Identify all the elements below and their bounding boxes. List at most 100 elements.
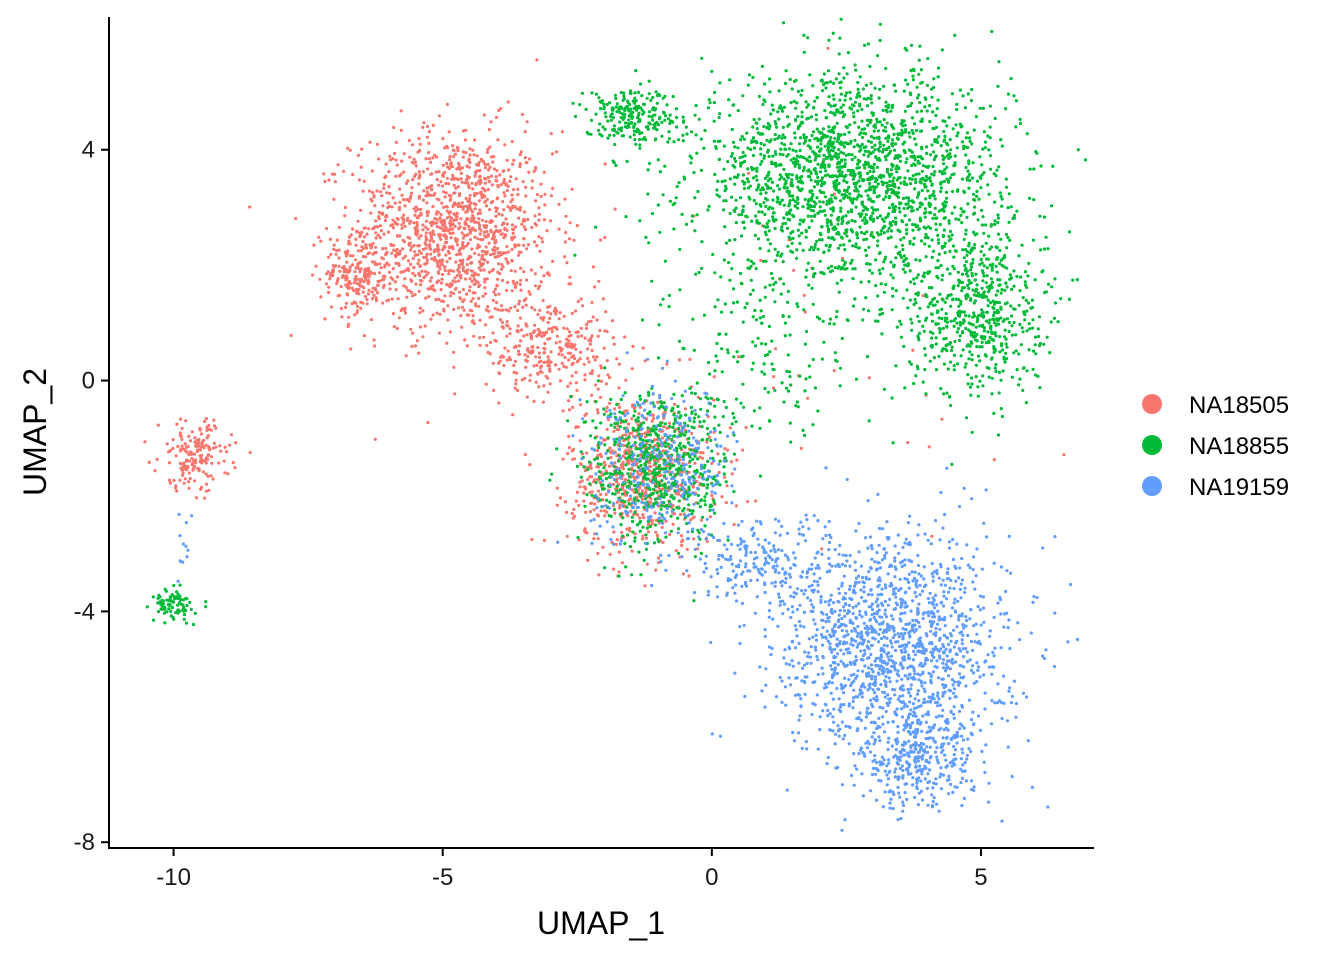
data-point (409, 327, 413, 331)
data-point (925, 83, 930, 87)
data-point (670, 461, 674, 465)
data-point (523, 453, 527, 457)
data-point (424, 243, 428, 247)
data-point (357, 178, 361, 182)
data-point (517, 344, 522, 348)
data-point (542, 315, 546, 320)
data-point (197, 469, 201, 473)
data-point (870, 234, 874, 238)
data-point (491, 298, 495, 303)
data-point (981, 384, 985, 388)
data-point (629, 467, 634, 472)
data-point (425, 261, 429, 265)
data-point (425, 237, 429, 241)
data-point (862, 127, 867, 131)
data-point (726, 448, 730, 452)
data-point (793, 136, 797, 140)
data-point (203, 419, 207, 424)
data-point (754, 202, 758, 206)
data-point (827, 266, 831, 270)
data-point (525, 333, 529, 337)
data-point (519, 328, 524, 332)
data-point (604, 409, 608, 413)
data-point (628, 526, 632, 530)
data-point (912, 282, 917, 286)
data-point (754, 121, 758, 125)
data-point (325, 272, 329, 276)
data-point (443, 268, 447, 273)
data-point (804, 100, 808, 104)
data-point (750, 219, 754, 223)
data-point (722, 167, 726, 171)
data-point (806, 116, 811, 120)
data-point (987, 192, 991, 196)
data-point (757, 221, 762, 225)
data-point (968, 172, 972, 176)
data-point (930, 534, 934, 538)
data-point (967, 286, 971, 290)
data-point (1051, 164, 1055, 168)
data-point (920, 156, 924, 160)
data-point (947, 234, 951, 239)
data-point (825, 220, 830, 225)
data-point (592, 508, 596, 512)
data-point (445, 341, 449, 345)
data-point (330, 269, 335, 273)
data-point (560, 353, 564, 357)
data-point (465, 177, 469, 181)
data-point (332, 247, 336, 251)
data-point (953, 339, 957, 344)
data-point (537, 351, 542, 355)
data-point (403, 311, 408, 315)
data-point (470, 247, 474, 251)
data-point (857, 179, 861, 183)
data-point (511, 188, 516, 192)
data-point (353, 313, 357, 317)
data-point (916, 314, 920, 318)
data-point (374, 219, 378, 223)
data-point (840, 266, 844, 270)
data-point (477, 304, 481, 308)
data-point (823, 109, 827, 113)
data-point (782, 167, 786, 171)
data-point (479, 268, 483, 272)
data-point (374, 296, 378, 300)
data-point (808, 159, 812, 164)
data-point (863, 248, 868, 252)
data-point (916, 224, 920, 228)
data-point (950, 92, 955, 96)
data-point (435, 259, 439, 263)
data-point (741, 448, 745, 452)
data-point (999, 291, 1003, 295)
data-point (547, 358, 551, 362)
data-point (824, 243, 828, 247)
data-point (755, 166, 759, 170)
data-point (716, 179, 720, 183)
data-point (801, 248, 805, 252)
data-point (880, 332, 884, 336)
data-point (776, 136, 780, 140)
data-point (466, 199, 470, 203)
data-point (959, 354, 963, 358)
data-point (934, 336, 938, 340)
data-point (373, 204, 377, 208)
data-point (886, 229, 890, 233)
data-point (1021, 366, 1026, 370)
data-point (383, 274, 387, 278)
data-point (393, 151, 397, 156)
data-point (840, 174, 844, 178)
data-point (1003, 360, 1007, 364)
data-point (592, 537, 596, 541)
data-point (444, 205, 448, 209)
data-point (370, 260, 374, 264)
data-point (857, 193, 861, 197)
data-point (519, 278, 523, 282)
data-point (906, 306, 910, 310)
data-point (947, 156, 951, 160)
data-point (866, 118, 870, 122)
data-point (924, 197, 928, 201)
data-point (596, 477, 600, 481)
data-point (167, 478, 172, 482)
data-point (360, 147, 364, 151)
data-point (204, 417, 208, 421)
